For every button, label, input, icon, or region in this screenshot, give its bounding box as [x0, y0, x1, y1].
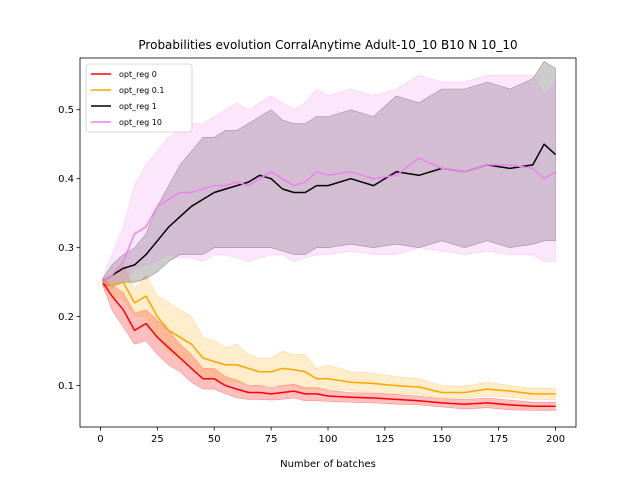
line-opt-reg-10 — [102, 157, 556, 283]
band-opt-reg-1 — [102, 60, 556, 286]
legend-label: opt_reg 0.1 — [119, 86, 165, 95]
x-tick-label: 200 — [546, 434, 565, 445]
x-tick-label: 50 — [208, 434, 221, 445]
y-axis: 0.1 0.2 0.3 0.4 0.5 — [58, 105, 80, 392]
x-tick-label: 125 — [375, 434, 394, 445]
line-opt-reg-0-1 — [102, 281, 556, 395]
series-lines — [102, 143, 557, 408]
y-tick-label: 0.1 — [58, 381, 74, 392]
x-tick-label: 100 — [318, 434, 337, 445]
y-tick-label: 0.4 — [58, 174, 74, 185]
y-tick-label: 0.2 — [58, 312, 74, 323]
band-opt-reg-10 — [102, 74, 556, 290]
x-tick-label: 150 — [432, 434, 451, 445]
x-tick-label: 0 — [97, 434, 103, 445]
band-opt-reg-0-1 — [102, 264, 556, 400]
y-tick-label: 0.5 — [58, 105, 74, 116]
legend-label: opt_reg 1 — [119, 102, 157, 111]
y-tick-label: 0.3 — [58, 243, 74, 254]
chart-title: Probabilities evolution CorralAnytime Ad… — [138, 38, 517, 52]
legend-label: opt_reg 10 — [119, 118, 162, 127]
legend-label: opt_reg 0 — [119, 70, 157, 79]
x-axis-label: Number of batches — [280, 459, 376, 470]
x-tick-label: 75 — [265, 434, 278, 445]
x-tick-label: 25 — [151, 434, 164, 445]
legend-box — [85, 63, 193, 133]
confidence-bands — [102, 60, 556, 411]
x-axis: 0 25 50 75 100 125 150 175 200 — [97, 427, 565, 445]
line-opt-reg-0 — [102, 281, 556, 408]
x-tick-label: 175 — [489, 434, 508, 445]
band-opt-reg-0 — [102, 278, 556, 411]
legend: opt_reg 0 opt_reg 0.1 opt_reg 1 opt_reg 10 — [85, 63, 193, 133]
